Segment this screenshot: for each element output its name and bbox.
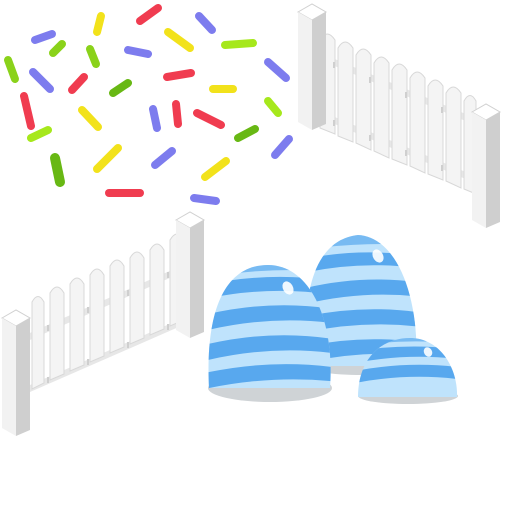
sprinkle-purple <box>271 135 293 159</box>
sprinkle-red <box>20 92 35 130</box>
picket-fence-right <box>296 3 502 228</box>
picket-fence-left <box>0 211 206 436</box>
picket <box>373 56 390 159</box>
picket <box>129 251 145 345</box>
picket <box>337 41 354 143</box>
sprinkle-yellow <box>201 157 230 181</box>
picket <box>49 286 65 381</box>
fence-post-left <box>0 309 32 436</box>
picket <box>445 86 462 189</box>
picket <box>109 259 125 354</box>
sprinkle-red <box>136 4 162 25</box>
sprinkle-green <box>49 40 66 57</box>
sprinkle-purple <box>151 147 176 169</box>
sprinkle-red <box>163 69 195 81</box>
picket <box>355 48 372 151</box>
fence-pickets <box>319 33 477 195</box>
sprinkle-green <box>234 125 259 142</box>
sprinkle-green <box>109 79 132 97</box>
sprinkle-purple <box>190 194 220 205</box>
sprinkle-lime <box>264 97 282 117</box>
sprinkle-yellow <box>93 12 105 36</box>
picket <box>31 296 45 390</box>
fence-rail-nails <box>47 272 169 383</box>
sprinkle-lime <box>27 126 52 142</box>
fence-post-right <box>470 103 502 228</box>
sprinkle-yellow <box>164 28 194 52</box>
picket <box>89 268 105 363</box>
sprinkle-purple <box>29 68 54 93</box>
picket <box>149 243 165 336</box>
fence-post-right <box>174 211 206 338</box>
sprinkle-lime <box>221 39 257 49</box>
picket <box>427 79 444 181</box>
sprinkle-purple <box>264 58 290 82</box>
sprinkle-red <box>193 109 225 129</box>
sprinkle-purple <box>149 105 161 132</box>
sprinkle-yellow <box>78 106 102 131</box>
sprinkle-yellow <box>93 144 122 173</box>
sprinkle-purple <box>124 46 152 58</box>
sprinkle-purple <box>195 12 216 34</box>
sprinkle-red <box>68 73 88 94</box>
sprinkle-green <box>50 153 65 187</box>
sprinkle-red <box>172 100 182 128</box>
sprinkle-green <box>86 45 100 68</box>
picket <box>69 277 85 372</box>
sprinkle-green <box>4 56 19 83</box>
picket <box>409 71 426 174</box>
picket <box>391 63 408 166</box>
sprinkles <box>4 4 293 205</box>
fence-rail-nails <box>333 62 443 171</box>
fence-post-left <box>296 3 328 130</box>
sprinkle-purple <box>31 30 56 44</box>
fence-pickets <box>31 233 185 390</box>
striped-jelly-domes <box>208 235 458 404</box>
